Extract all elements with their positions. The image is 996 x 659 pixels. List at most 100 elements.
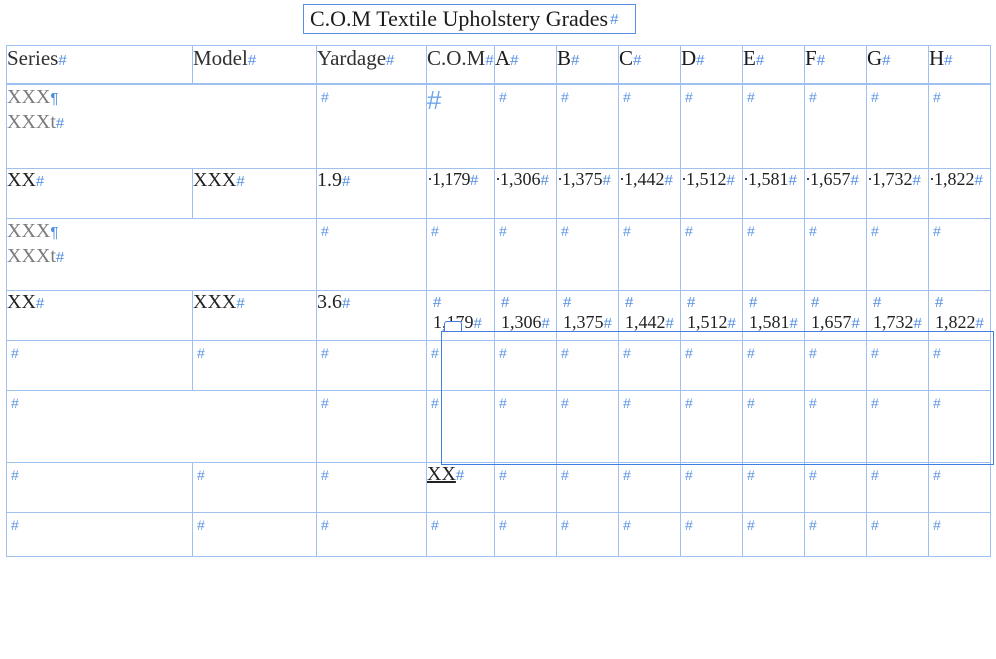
cell[interactable]: # bbox=[805, 513, 867, 557]
r2-b[interactable]: #1,375# bbox=[557, 291, 619, 341]
r5-com[interactable]: XX# bbox=[427, 463, 495, 513]
section1-label: XXX¶ XXXt# bbox=[7, 85, 317, 169]
cell[interactable]: # bbox=[7, 513, 193, 557]
cell[interactable]: # bbox=[557, 341, 619, 391]
cell[interactable]: # bbox=[743, 341, 805, 391]
r1-model[interactable]: XXX# bbox=[193, 169, 317, 219]
cell[interactable]: # bbox=[495, 85, 557, 169]
cell[interactable]: # bbox=[317, 219, 427, 291]
r2-h[interactable]: #1,822# bbox=[929, 291, 991, 341]
cell[interactable]: # bbox=[619, 391, 681, 463]
section2-label: XXX¶ XXXt# bbox=[7, 219, 317, 291]
cell[interactable]: # bbox=[619, 341, 681, 391]
cell-com-bigmark[interactable]: # bbox=[427, 85, 495, 169]
cell[interactable]: # bbox=[193, 513, 317, 557]
cell[interactable]: # bbox=[805, 219, 867, 291]
cell[interactable]: # bbox=[557, 219, 619, 291]
cell[interactable]: # bbox=[743, 463, 805, 513]
r2-d[interactable]: #1,512# bbox=[681, 291, 743, 341]
grades-table: Series# Model# Yardage# C.O.M# A# B# C# … bbox=[6, 45, 991, 557]
r2-c[interactable]: #1,442# bbox=[619, 291, 681, 341]
cell[interactable]: # bbox=[317, 463, 427, 513]
cell[interactable]: # bbox=[867, 463, 929, 513]
cell[interactable]: # bbox=[681, 341, 743, 391]
cell[interactable]: # bbox=[867, 85, 929, 169]
cell[interactable]: # bbox=[619, 463, 681, 513]
cell[interactable]: # bbox=[619, 85, 681, 169]
cell[interactable]: # bbox=[743, 391, 805, 463]
cell[interactable]: # bbox=[743, 513, 805, 557]
cell[interactable]: # bbox=[7, 391, 317, 463]
r2-com[interactable]: #1,179# bbox=[427, 291, 495, 341]
r1-a[interactable]: ·1,306# bbox=[495, 169, 557, 219]
cell[interactable]: # bbox=[193, 341, 317, 391]
cell[interactable]: # bbox=[929, 219, 991, 291]
cell[interactable]: # bbox=[495, 391, 557, 463]
cell[interactable]: # bbox=[867, 391, 929, 463]
r1-c[interactable]: ·1,442# bbox=[619, 169, 681, 219]
cell[interactable]: # bbox=[317, 391, 427, 463]
cell[interactable]: # bbox=[619, 219, 681, 291]
data-row-1: XX# XXX# 1.9# ·1,179# ·1,306# ·1,375# ·1… bbox=[7, 169, 991, 219]
cell[interactable]: # bbox=[681, 391, 743, 463]
cell[interactable]: # bbox=[681, 463, 743, 513]
cell[interactable]: # bbox=[427, 513, 495, 557]
cell[interactable]: # bbox=[929, 85, 991, 169]
cell[interactable]: # bbox=[619, 513, 681, 557]
cell[interactable]: # bbox=[427, 341, 495, 391]
r2-series[interactable]: XX# bbox=[7, 291, 193, 341]
cell[interactable]: # bbox=[495, 463, 557, 513]
r2-g[interactable]: #1,732# bbox=[867, 291, 929, 341]
cell[interactable]: # bbox=[929, 463, 991, 513]
cell[interactable]: # bbox=[867, 341, 929, 391]
section-row-2: XXX¶ XXXt# # # # # # # # # # # bbox=[7, 219, 991, 291]
col-header-d: D# bbox=[681, 46, 743, 84]
col-header-f: F# bbox=[805, 46, 867, 84]
r2-a[interactable]: #1,306# bbox=[495, 291, 557, 341]
cell[interactable]: # bbox=[805, 463, 867, 513]
cell[interactable]: # bbox=[867, 219, 929, 291]
cell[interactable]: # bbox=[317, 85, 427, 169]
r1-yardage[interactable]: 1.9# bbox=[317, 169, 427, 219]
cell[interactable]: # bbox=[427, 391, 495, 463]
col-header-c: C# bbox=[619, 46, 681, 84]
r1-d[interactable]: ·1,512# bbox=[681, 169, 743, 219]
cell[interactable]: # bbox=[427, 219, 495, 291]
r1-e[interactable]: ·1,581# bbox=[743, 169, 805, 219]
r2-yardage[interactable]: 3.6# bbox=[317, 291, 427, 341]
cell[interactable]: # bbox=[557, 85, 619, 169]
cell[interactable]: # bbox=[495, 341, 557, 391]
cell[interactable]: # bbox=[495, 513, 557, 557]
cell[interactable]: # bbox=[805, 341, 867, 391]
cell[interactable]: # bbox=[805, 85, 867, 169]
r1-b[interactable]: ·1,375# bbox=[557, 169, 619, 219]
r1-h[interactable]: ·1,822# bbox=[929, 169, 991, 219]
cell[interactable]: # bbox=[557, 391, 619, 463]
cell[interactable]: # bbox=[7, 341, 193, 391]
cell[interactable]: # bbox=[681, 219, 743, 291]
cell[interactable]: # bbox=[557, 463, 619, 513]
cell[interactable]: # bbox=[557, 513, 619, 557]
cell[interactable]: # bbox=[193, 463, 317, 513]
r2-model[interactable]: XXX# bbox=[193, 291, 317, 341]
cell[interactable]: # bbox=[495, 219, 557, 291]
cell[interactable]: # bbox=[743, 85, 805, 169]
r2-f[interactable]: #1,657# bbox=[805, 291, 867, 341]
cell[interactable]: # bbox=[317, 513, 427, 557]
r1-f[interactable]: ·1,657# bbox=[805, 169, 867, 219]
r2-e[interactable]: #1,581# bbox=[743, 291, 805, 341]
r1-series[interactable]: XX# bbox=[7, 169, 193, 219]
cell[interactable]: # bbox=[681, 513, 743, 557]
cell[interactable]: # bbox=[929, 513, 991, 557]
cell[interactable]: # bbox=[867, 513, 929, 557]
cell[interactable]: # bbox=[805, 391, 867, 463]
cell[interactable]: # bbox=[743, 219, 805, 291]
r1-com[interactable]: ·1,179# bbox=[427, 169, 495, 219]
col-header-com: C.O.M# bbox=[427, 46, 495, 84]
cell[interactable]: # bbox=[929, 391, 991, 463]
r1-g[interactable]: ·1,732# bbox=[867, 169, 929, 219]
cell[interactable]: # bbox=[929, 341, 991, 391]
cell[interactable]: # bbox=[7, 463, 193, 513]
cell[interactable]: # bbox=[681, 85, 743, 169]
cell[interactable]: # bbox=[317, 341, 427, 391]
